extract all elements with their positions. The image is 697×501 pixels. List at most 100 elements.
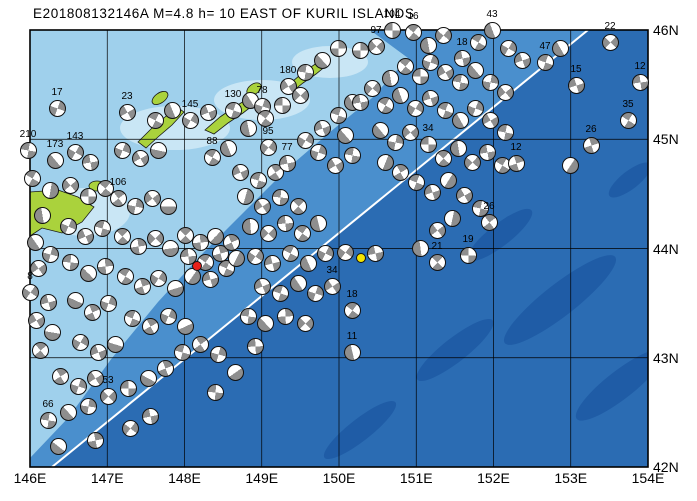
beachball (351, 41, 369, 59)
beachball (131, 149, 149, 167)
lat-label: 43N (653, 349, 679, 366)
beachball (69, 377, 87, 395)
beachball (363, 79, 381, 97)
beachball (329, 106, 347, 124)
beachball (291, 86, 309, 104)
beachball (116, 267, 134, 285)
beachball (123, 309, 141, 327)
beachball-label: 130 (224, 89, 242, 100)
beachball-label: 53 (102, 375, 114, 386)
beachball (81, 153, 99, 171)
beachball (434, 26, 452, 44)
beachball (156, 359, 174, 377)
beachball (96, 257, 114, 275)
beachball (76, 227, 94, 245)
beachball (481, 73, 499, 91)
beachball (191, 233, 209, 251)
beachball (146, 111, 164, 129)
beachball-label: 34 (326, 265, 338, 276)
beachball (451, 73, 469, 91)
beachball (203, 148, 221, 166)
beachball (439, 171, 457, 189)
beachball (71, 333, 89, 351)
beachball (329, 39, 347, 57)
highlighted-event-marker (356, 253, 366, 263)
beachball (499, 39, 517, 57)
beachball (386, 133, 404, 151)
beachball (41, 181, 59, 199)
beachball (46, 151, 64, 169)
beachball (316, 244, 334, 262)
beachball-label: 17 (51, 87, 63, 98)
beachball-label: 26 (483, 201, 495, 212)
beachball (313, 51, 331, 69)
beachball-label: 16 (407, 11, 419, 22)
beachball-label: 173 (46, 139, 64, 150)
beachball (343, 301, 361, 319)
beachball (367, 37, 385, 55)
beachball (423, 183, 441, 201)
beachball-label: 47 (539, 41, 551, 52)
beachball (406, 99, 424, 117)
beachball (161, 239, 179, 257)
beachball (41, 245, 59, 263)
beachball (323, 277, 341, 295)
beachball-label: 35 (622, 99, 634, 110)
beachball (276, 214, 294, 232)
beachball (428, 253, 446, 271)
beachball (86, 431, 104, 449)
beachball (256, 314, 274, 332)
beachball (176, 226, 194, 244)
beachball (536, 53, 554, 71)
beachball (371, 121, 389, 139)
beachball (166, 279, 184, 297)
beachball (313, 119, 331, 137)
beachball-label: 23 (121, 91, 133, 102)
lon-label: 153E (554, 470, 588, 486)
beachball (631, 73, 649, 91)
beachball (404, 23, 422, 41)
beachball (121, 419, 139, 437)
beachball (455, 186, 473, 204)
beachball (469, 33, 487, 51)
beachball (21, 283, 39, 301)
beachball (481, 111, 499, 129)
beachball-label: 104 (383, 9, 401, 20)
beachball (336, 243, 354, 261)
beachball (149, 141, 167, 159)
beachball (96, 179, 114, 197)
beachball (146, 229, 164, 247)
beachball (239, 307, 257, 325)
beachball (391, 163, 409, 181)
beachball-label: 143 (66, 131, 84, 142)
beachball (619, 111, 637, 129)
beachball (507, 154, 525, 172)
beachball (61, 176, 79, 194)
beachball-label: 180 (279, 65, 297, 76)
beachball (463, 153, 481, 171)
beachball (411, 239, 429, 257)
beachball (259, 138, 277, 156)
beachball (59, 403, 77, 421)
beachball (421, 53, 439, 71)
beachball (27, 311, 45, 329)
beachball (141, 407, 159, 425)
beachball (179, 247, 197, 265)
beachball (551, 39, 569, 57)
beachball (561, 156, 579, 174)
lat-label: 42N (653, 459, 679, 475)
beachball (19, 141, 37, 159)
beachball (436, 63, 454, 81)
beachball (256, 109, 274, 127)
beachball (149, 269, 167, 287)
beachball (49, 437, 67, 455)
beachball (436, 101, 454, 119)
beachball (451, 111, 469, 129)
beachball-label: 12 (634, 61, 646, 72)
beachball (271, 284, 289, 302)
beachball (428, 221, 446, 239)
lon-label: 149E (245, 470, 279, 486)
beachball (263, 254, 281, 272)
beachball (141, 317, 159, 335)
beachball (449, 139, 467, 157)
